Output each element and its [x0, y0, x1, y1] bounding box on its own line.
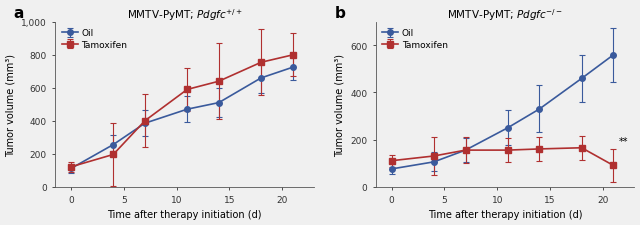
Text: b: b	[335, 7, 346, 21]
Legend: Oil, Tamoxifen: Oil, Tamoxifen	[60, 27, 129, 52]
X-axis label: Time after therapy initiation (d): Time after therapy initiation (d)	[428, 209, 582, 219]
Title: MMTV-PyMT; $\it{Pdgfc}$$^{+/+}$: MMTV-PyMT; $\it{Pdgfc}$$^{+/+}$	[127, 7, 243, 23]
Text: a: a	[14, 7, 24, 21]
Legend: Oil, Tamoxifen: Oil, Tamoxifen	[380, 27, 450, 52]
Text: **: **	[619, 136, 628, 146]
Y-axis label: Tumor volume (mm³): Tumor volume (mm³)	[335, 54, 345, 156]
Y-axis label: Tumor volume (mm³): Tumor volume (mm³)	[6, 54, 15, 156]
Title: MMTV-PyMT; $\it{Pdgfc}$$^{-/-}$: MMTV-PyMT; $\it{Pdgfc}$$^{-/-}$	[447, 7, 563, 23]
X-axis label: Time after therapy initiation (d): Time after therapy initiation (d)	[108, 209, 262, 219]
